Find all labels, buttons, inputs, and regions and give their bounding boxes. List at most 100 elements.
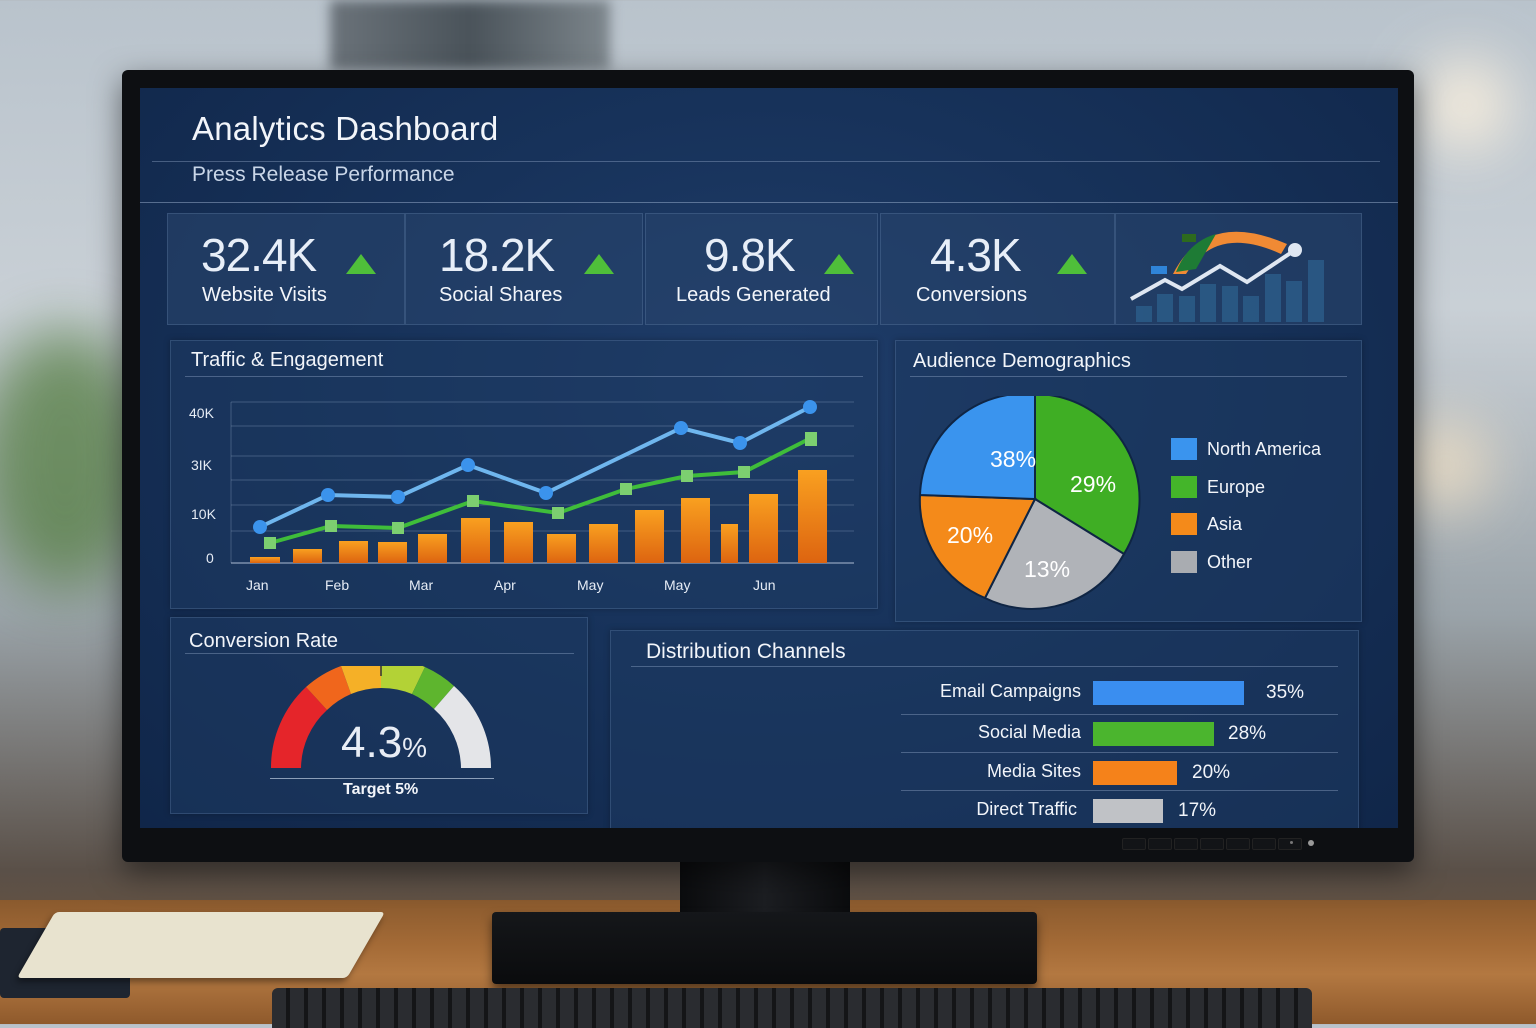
kpi-value: 9.8K <box>704 229 796 281</box>
trend-up-icon <box>584 254 614 274</box>
x-tick: Jun <box>753 577 776 593</box>
traffic-engagement-panel: Traffic & Engagement 40K 3IK 10K 0 <box>170 340 878 609</box>
legend-item-asia: Asia <box>1171 513 1242 535</box>
panel-title-divider <box>185 376 863 377</box>
dashboard-screen: Analytics Dashboard Press Release Perfor… <box>140 88 1398 828</box>
channel-value: 17% <box>1178 800 1217 821</box>
x-tick: May <box>577 577 604 593</box>
x-tick: May <box>664 577 691 593</box>
header-bottom-border <box>140 202 1398 203</box>
kpi-label: Social Shares <box>439 284 563 306</box>
pie-label: 20% <box>947 522 993 548</box>
trend-up-icon <box>1057 254 1087 274</box>
conversion-target: Target 5% <box>343 781 419 798</box>
kpi-card-conversions[interactable]: 4.3K Conversions <box>880 213 1115 325</box>
monitor-buttons <box>1122 838 1302 850</box>
legend-item-other: Other <box>1171 551 1252 573</box>
kpi-value: 4.3K <box>930 229 1022 281</box>
kpi-card-leads-generated[interactable]: 9.8K Leads Generated <box>645 213 878 325</box>
audience-demographics-panel: Audience Demographics 38% 29% 20% 13% No… <box>895 340 1362 622</box>
y-tick: 10K <box>191 506 216 522</box>
x-tick: Feb <box>325 577 350 593</box>
panel-title-divider <box>631 666 1338 667</box>
row-divider <box>901 714 1338 715</box>
kpi-card-social-shares[interactable]: 18.2K Social Shares <box>405 213 643 325</box>
channel-label: Direct Traffic <box>976 799 1077 819</box>
conversion-value: 4.3% <box>341 718 428 767</box>
row-divider <box>901 790 1338 791</box>
background-light <box>1400 420 1490 510</box>
legend-label: Europe <box>1207 476 1266 497</box>
pie-label: 29% <box>1070 471 1116 497</box>
monitor-button[interactable] <box>1148 838 1172 850</box>
monitor-button[interactable] <box>1252 838 1276 850</box>
monitor-button[interactable] <box>1122 838 1146 850</box>
channel-bar-media[interactable] <box>1093 761 1177 785</box>
conversion-rate-panel: Conversion Rate 4.3% Target 5% <box>170 617 588 814</box>
channel-value: 20% <box>1192 762 1231 783</box>
panel-title: Audience Demographics <box>913 350 1131 372</box>
power-indicator-icon <box>1290 841 1293 844</box>
notebook <box>16 912 386 978</box>
panel-title: Distribution Channels <box>646 640 846 663</box>
row-divider <box>901 752 1338 753</box>
kpi-label: Website Visits <box>202 284 327 306</box>
legend-swatch <box>1171 438 1197 460</box>
distribution-channels-panel: Distribution Channels Email Campaigns 35… <box>610 630 1359 828</box>
channel-label: Email Campaigns <box>939 681 1081 701</box>
channel-bar-social[interactable] <box>1093 722 1214 746</box>
header-divider <box>152 161 1380 162</box>
dashboard-header: Analytics Dashboard Press Release Perfor… <box>140 88 1398 203</box>
legend-item-europe: Europe <box>1171 476 1265 498</box>
legend-label: Asia <box>1207 513 1243 534</box>
pie-label: 38% <box>990 446 1036 472</box>
legend-item-north-america: North America <box>1171 438 1321 460</box>
kpi-label: Conversions <box>916 284 1028 306</box>
kpi-value: 32.4K <box>201 229 317 281</box>
y-tick: 3IK <box>191 457 213 473</box>
keyboard <box>272 988 1312 1028</box>
panel-title-divider <box>910 376 1347 377</box>
kpi-value: 18.2K <box>439 229 555 281</box>
page-title: Analytics Dashboard <box>192 110 499 147</box>
panel-title: Traffic & Engagement <box>191 349 384 371</box>
monitor-stand-base <box>492 912 1037 984</box>
power-button[interactable] <box>1308 840 1314 846</box>
conversion-gauge <box>270 666 491 768</box>
channel-bar-direct[interactable] <box>1093 799 1163 823</box>
x-tick: Mar <box>409 577 434 593</box>
page-subtitle: Press Release Performance <box>192 163 455 186</box>
legend-label: North America <box>1207 438 1322 459</box>
demographics-pie-chart[interactable]: 38% 29% 20% 13% <box>916 396 1146 611</box>
y-tick: 40K <box>189 405 214 421</box>
panel-title: Conversion Rate <box>189 630 338 652</box>
channel-value: 35% <box>1266 682 1305 703</box>
monitor-button[interactable] <box>1278 838 1302 850</box>
pie-label: 13% <box>1024 556 1070 582</box>
background-light <box>1420 60 1510 150</box>
legend-swatch <box>1171 513 1197 535</box>
channel-label: Social Media <box>977 722 1081 742</box>
monitor: Analytics Dashboard Press Release Perfor… <box>122 70 1414 862</box>
channel-label: Media Sites <box>986 761 1081 781</box>
monitor-button[interactable] <box>1200 838 1224 850</box>
gauge-baseline <box>270 778 494 779</box>
background-pillar <box>330 0 610 70</box>
legend-swatch <box>1171 476 1197 498</box>
monitor-button[interactable] <box>1174 838 1198 850</box>
trend-up-icon <box>824 254 854 274</box>
kpi-label: Leads Generated <box>676 284 831 306</box>
kpi-card-website-visits[interactable]: 32.4K Website Visits <box>167 213 405 325</box>
trend-chart-icon <box>1130 231 1324 322</box>
trend-up-icon <box>346 254 376 274</box>
traffic-chart[interactable] <box>171 341 877 608</box>
x-tick: Apr <box>494 577 516 593</box>
channel-bar-email[interactable] <box>1093 681 1244 705</box>
legend-swatch <box>1171 551 1197 573</box>
channel-value: 28% <box>1228 723 1267 744</box>
monitor-button[interactable] <box>1226 838 1250 850</box>
y-tick: 0 <box>206 550 214 566</box>
x-tick: Jan <box>246 577 269 593</box>
kpi-trend-graphic <box>1115 213 1362 325</box>
panel-title-divider <box>185 653 574 654</box>
